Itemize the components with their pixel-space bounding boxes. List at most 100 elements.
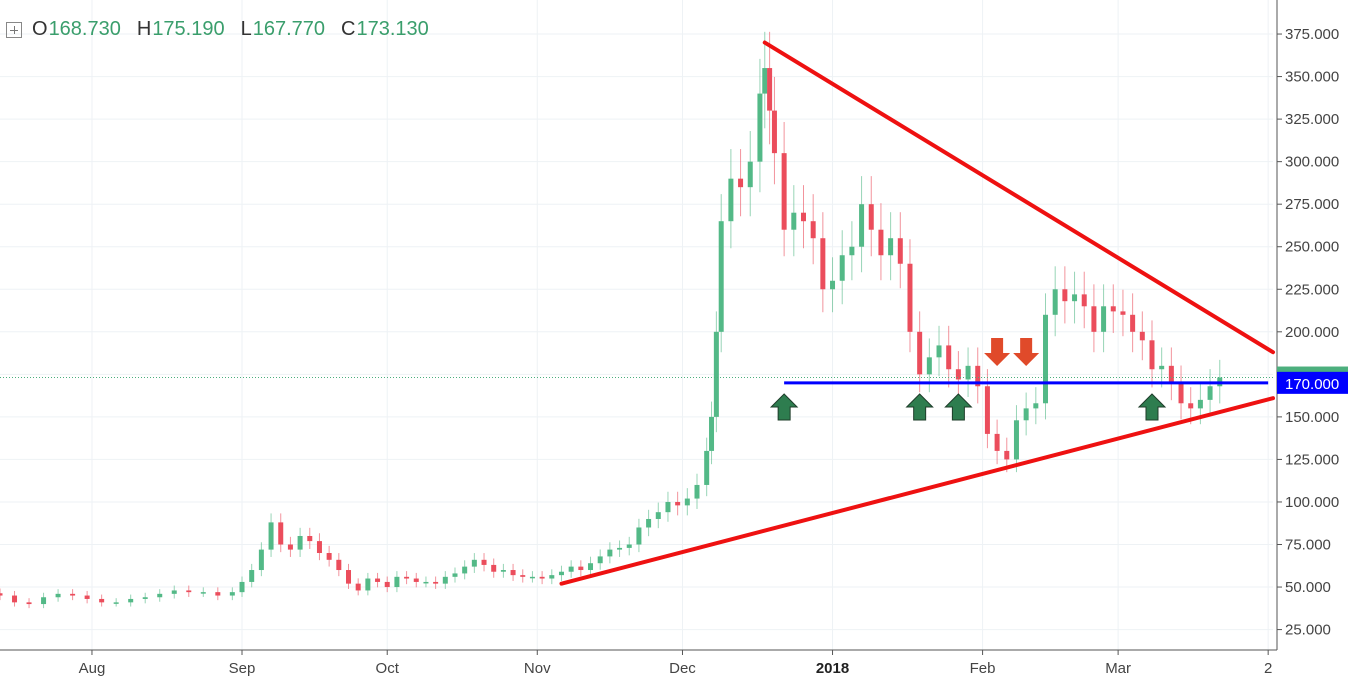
candle-body xyxy=(258,549,264,571)
candle-body xyxy=(897,238,903,264)
candle-body xyxy=(384,581,390,588)
candle-body xyxy=(946,345,952,370)
candle-body xyxy=(99,598,105,603)
candle-body xyxy=(365,578,371,591)
candle-body xyxy=(878,229,884,256)
candle-body xyxy=(1023,408,1029,421)
candle-body xyxy=(994,433,1000,451)
candle-body xyxy=(413,578,419,582)
high-value: 175.190 xyxy=(152,18,225,40)
price-tick-label: 100.000 xyxy=(1285,494,1339,511)
candle-body xyxy=(830,280,836,290)
time-tick-label: Mar xyxy=(1105,660,1131,677)
candle-body xyxy=(529,576,535,579)
candle-body xyxy=(747,161,753,188)
arrow-up-icon xyxy=(769,393,799,421)
candle-body xyxy=(55,593,61,598)
arrow-up-icon xyxy=(1137,393,1167,421)
price-tick-label: 225.000 xyxy=(1285,281,1339,298)
candle-body xyxy=(1101,306,1107,332)
trend-line-resistance[interactable] xyxy=(762,40,1275,355)
candle-body xyxy=(229,592,235,596)
candle-body xyxy=(926,357,932,375)
candle-body xyxy=(713,331,719,417)
candle-body xyxy=(307,535,313,542)
price-tags: 173.130170.000 xyxy=(1277,366,1348,394)
candle-body xyxy=(452,573,458,577)
price-tick-label: 300.000 xyxy=(1285,154,1339,171)
candle-body xyxy=(684,498,690,506)
candle-body xyxy=(316,541,322,554)
ohlc-legend: O 168.730 H 175.190 L 167.770 C 173.130 xyxy=(6,18,445,41)
candle-body xyxy=(268,522,274,550)
time-tick-label: Sep xyxy=(229,660,256,677)
price-tick-label: 275.000 xyxy=(1285,196,1339,213)
candle-body xyxy=(113,602,119,604)
candle-body xyxy=(1188,403,1194,409)
candle-body xyxy=(781,153,787,230)
candle-body xyxy=(549,575,555,579)
trend-lines[interactable] xyxy=(559,40,1275,586)
candle-body xyxy=(26,602,32,605)
candle-body xyxy=(297,535,303,550)
candle-body xyxy=(917,331,923,375)
time-tick-label: 2 xyxy=(1264,660,1272,677)
candle-body xyxy=(1168,365,1174,383)
price-axis[interactable]: 25.000 50.000 75.000 100.000 125.000 150.000 1… xyxy=(1276,0,1339,650)
chart-grid xyxy=(0,0,1273,650)
candle-body xyxy=(1178,382,1184,404)
candle-body xyxy=(471,559,477,567)
candle-body xyxy=(1091,306,1097,332)
candle-body xyxy=(1110,306,1116,312)
candle-body xyxy=(704,450,710,485)
price-tick-label: 50.000 xyxy=(1285,579,1331,596)
candle-body xyxy=(336,559,342,571)
price-tick-label: 125.000 xyxy=(1285,451,1339,468)
candle-body xyxy=(568,566,574,572)
candle-body xyxy=(965,365,971,380)
price-tick-label: 350.000 xyxy=(1285,69,1339,86)
time-tick-label: Feb xyxy=(970,660,996,677)
candle-body xyxy=(404,576,410,579)
candle-body xyxy=(1013,420,1019,460)
candle-body xyxy=(1130,314,1136,332)
candle-body xyxy=(1033,403,1039,409)
trend-line-support[interactable] xyxy=(559,396,1275,586)
price-tick-label: 250.000 xyxy=(1285,239,1339,256)
candle-body xyxy=(1197,399,1203,409)
candle-body xyxy=(462,566,468,574)
candle-body xyxy=(326,553,332,560)
candle-body xyxy=(849,246,855,256)
candle-body xyxy=(481,559,487,565)
candle-body xyxy=(346,570,352,584)
time-tick-label: Oct xyxy=(376,660,400,677)
open-label: O xyxy=(32,18,48,40)
candle-body xyxy=(588,563,594,571)
candle-body xyxy=(728,178,734,222)
candle-body xyxy=(665,501,671,513)
candle-body xyxy=(1062,289,1068,302)
expand-icon[interactable] xyxy=(6,21,22,38)
candle-body xyxy=(767,68,773,111)
candle-body xyxy=(984,386,990,434)
price-tick-label: 25.000 xyxy=(1285,622,1331,639)
candle-body xyxy=(1081,294,1087,307)
candle-body xyxy=(578,566,584,571)
candle-body xyxy=(510,570,516,576)
candle-body xyxy=(771,110,777,154)
candle-body xyxy=(142,597,148,599)
candle-body xyxy=(936,345,942,358)
arrow-down-icon xyxy=(1013,338,1040,366)
candle-body xyxy=(955,369,961,380)
candle-body xyxy=(597,556,603,564)
price-tick-label: 150.000 xyxy=(1285,409,1339,426)
price-tick-label: 325.000 xyxy=(1285,111,1339,128)
candle-body xyxy=(617,547,623,550)
candle-body xyxy=(709,416,715,451)
candle-body xyxy=(859,204,865,247)
time-axis[interactable]: Aug Sep Oct Nov Dec 2018 Feb Mar 2 xyxy=(0,649,1277,677)
candle-body xyxy=(433,581,439,584)
candle-body xyxy=(839,255,845,281)
candle-body xyxy=(1052,289,1058,315)
